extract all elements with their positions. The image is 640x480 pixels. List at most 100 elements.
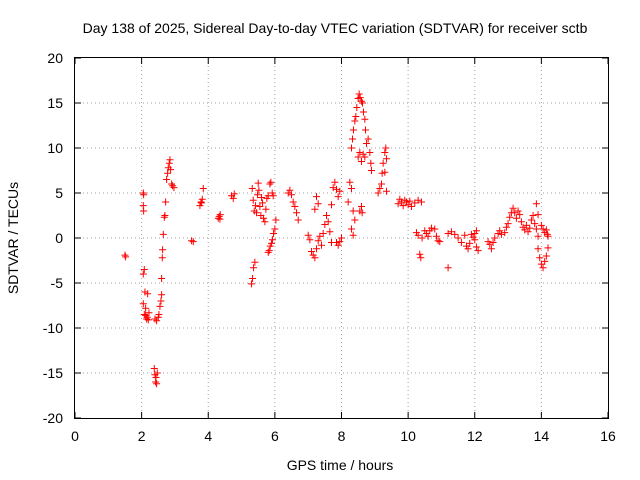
data-point [260, 214, 268, 222]
data-point [381, 168, 389, 176]
data-point [501, 229, 509, 237]
data-point [161, 212, 169, 219]
x-tick-label-0: 0 [71, 428, 79, 444]
data-point [361, 126, 369, 134]
data-point [336, 187, 344, 195]
data-point [152, 374, 160, 381]
data-point [164, 169, 172, 177]
data-point [532, 200, 540, 208]
data-point [150, 365, 158, 372]
data-point [509, 204, 517, 212]
data-point [144, 290, 152, 298]
data-point [140, 191, 148, 199]
data-point [359, 108, 367, 116]
data-point [358, 209, 366, 217]
data-point [521, 226, 529, 234]
data-point [504, 220, 512, 228]
data-point [431, 225, 439, 233]
data-point [216, 215, 224, 223]
data-point [351, 216, 359, 224]
data-point [248, 280, 256, 288]
data-point [401, 196, 409, 204]
data-point [323, 212, 331, 219]
y-tick-label-3: -5 [51, 275, 64, 291]
data-point [344, 198, 352, 206]
data-point [269, 236, 277, 244]
axis-ticks [74, 57, 609, 419]
data-point [249, 275, 257, 282]
chart-title: Day 138 of 2025, Sidereal Day-to-day VTE… [83, 20, 588, 36]
y-tick-label-7: 15 [47, 95, 63, 111]
y-tick-labels: -20 -15 -10 -5 0 5 10 15 20 [43, 50, 63, 426]
data-point [142, 304, 150, 312]
data-point [356, 149, 364, 156]
data-point [304, 231, 312, 239]
x-tick-label-4: 8 [338, 428, 346, 444]
data-point [541, 257, 549, 265]
data-point [489, 239, 497, 246]
x-tick-label-6: 12 [467, 428, 483, 444]
data-point [314, 237, 322, 245]
data-point [544, 232, 552, 240]
data-point [418, 234, 426, 242]
data-point [414, 231, 422, 239]
data-point [526, 224, 534, 232]
data-point [382, 144, 390, 152]
data-point [466, 239, 474, 247]
data-point [454, 234, 462, 242]
data-point [491, 234, 499, 242]
x-tick-label-8: 16 [600, 428, 616, 444]
data-point [308, 248, 316, 255]
y-tick-label-4: 0 [55, 230, 63, 246]
data-point [414, 196, 422, 204]
data-point [157, 297, 165, 305]
data-point [349, 126, 357, 134]
data-point [357, 203, 365, 210]
data-point [358, 99, 366, 107]
data-point [399, 202, 407, 210]
data-point [140, 266, 148, 273]
data-point [159, 246, 167, 254]
data-point [249, 196, 257, 204]
data-point [367, 159, 375, 167]
data-point [214, 214, 222, 222]
data-point [357, 97, 365, 105]
data-point [347, 185, 355, 192]
data-point [532, 225, 540, 233]
plot-frame [74, 57, 609, 419]
data-point [354, 153, 362, 161]
data-point [165, 159, 173, 167]
data-point [348, 135, 356, 143]
data-point [261, 218, 269, 226]
data-point [251, 258, 259, 266]
data-point [524, 228, 532, 236]
data-point [542, 252, 550, 260]
x-axis-title: GPS time / hours [287, 457, 394, 473]
data-point [153, 317, 161, 325]
data-point [527, 216, 535, 224]
data-point [159, 230, 167, 238]
data-point [319, 230, 327, 237]
data-point [517, 218, 525, 226]
y-tick-label-1: -15 [43, 365, 63, 381]
data-point [333, 185, 341, 193]
data-point [255, 186, 263, 194]
data-point [268, 239, 276, 247]
data-point [496, 227, 504, 235]
data-point [256, 203, 264, 210]
data-point [326, 228, 334, 236]
data-point [253, 209, 261, 217]
data-point [198, 195, 206, 203]
data-point [272, 216, 280, 224]
data-point [416, 250, 424, 258]
data-point [314, 200, 322, 208]
data-point [464, 245, 472, 253]
data-point [511, 209, 519, 217]
data-point [162, 198, 170, 206]
data-point [189, 238, 197, 246]
x-tick-label-1: 2 [138, 428, 146, 444]
data-point [534, 232, 542, 240]
data-point [382, 155, 390, 163]
data-point [361, 115, 369, 123]
data-point [514, 207, 522, 215]
